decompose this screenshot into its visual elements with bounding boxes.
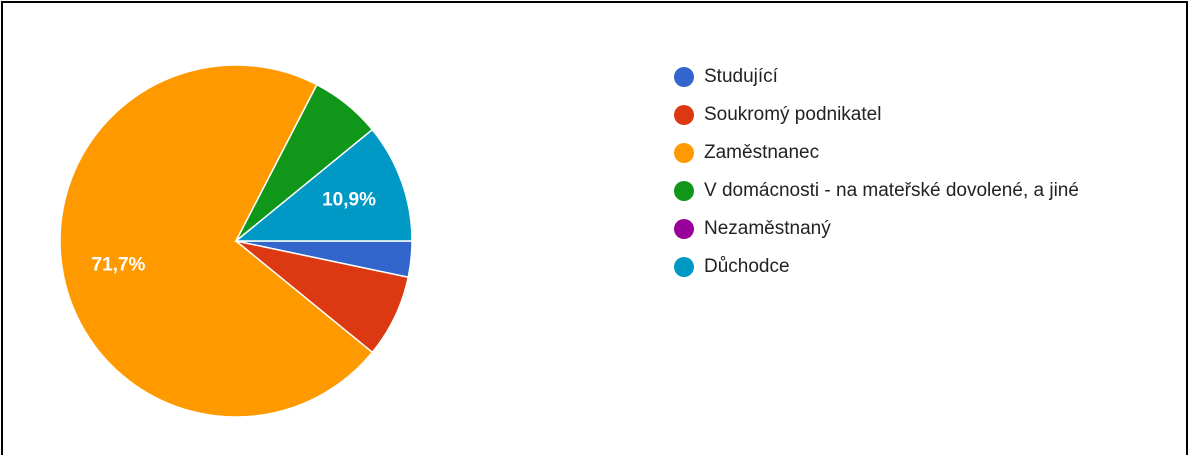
legend-label: Nezaměstnaný <box>704 218 831 239</box>
legend-item: Zaměstnanec <box>672 134 1142 172</box>
legend-item: V domácnosti - na mateřské dovolené, a j… <box>672 172 1142 210</box>
legend: Studující Soukromý podnikatel Zaměstnanec V… <box>672 58 1142 286</box>
legend-swatch <box>674 143 694 163</box>
legend-swatch <box>674 257 694 277</box>
slice-label: 71,7% <box>92 254 146 275</box>
legend-item: Důchodce <box>672 248 1142 286</box>
legend-item: Nezaměstnaný <box>672 210 1142 248</box>
legend-label: Soukromý podnikatel <box>704 104 882 125</box>
slice-label: 10,9% <box>322 190 376 211</box>
pie-slice <box>59 64 374 418</box>
legend-label: Zaměstnanec <box>704 142 820 163</box>
legend-item: Studující <box>672 58 1142 96</box>
legend-swatch <box>674 105 694 125</box>
legend-label: Studující <box>704 66 778 87</box>
legend-swatch <box>674 67 694 87</box>
legend-item: Soukromý podnikatel <box>672 96 1142 134</box>
legend-swatch <box>674 219 694 239</box>
legend-label: Důchodce <box>704 256 790 277</box>
legend-swatch <box>674 181 694 201</box>
pie-slice <box>233 128 413 242</box>
legend-label: V domácnosti - na mateřské dovolené, a j… <box>704 180 1079 201</box>
